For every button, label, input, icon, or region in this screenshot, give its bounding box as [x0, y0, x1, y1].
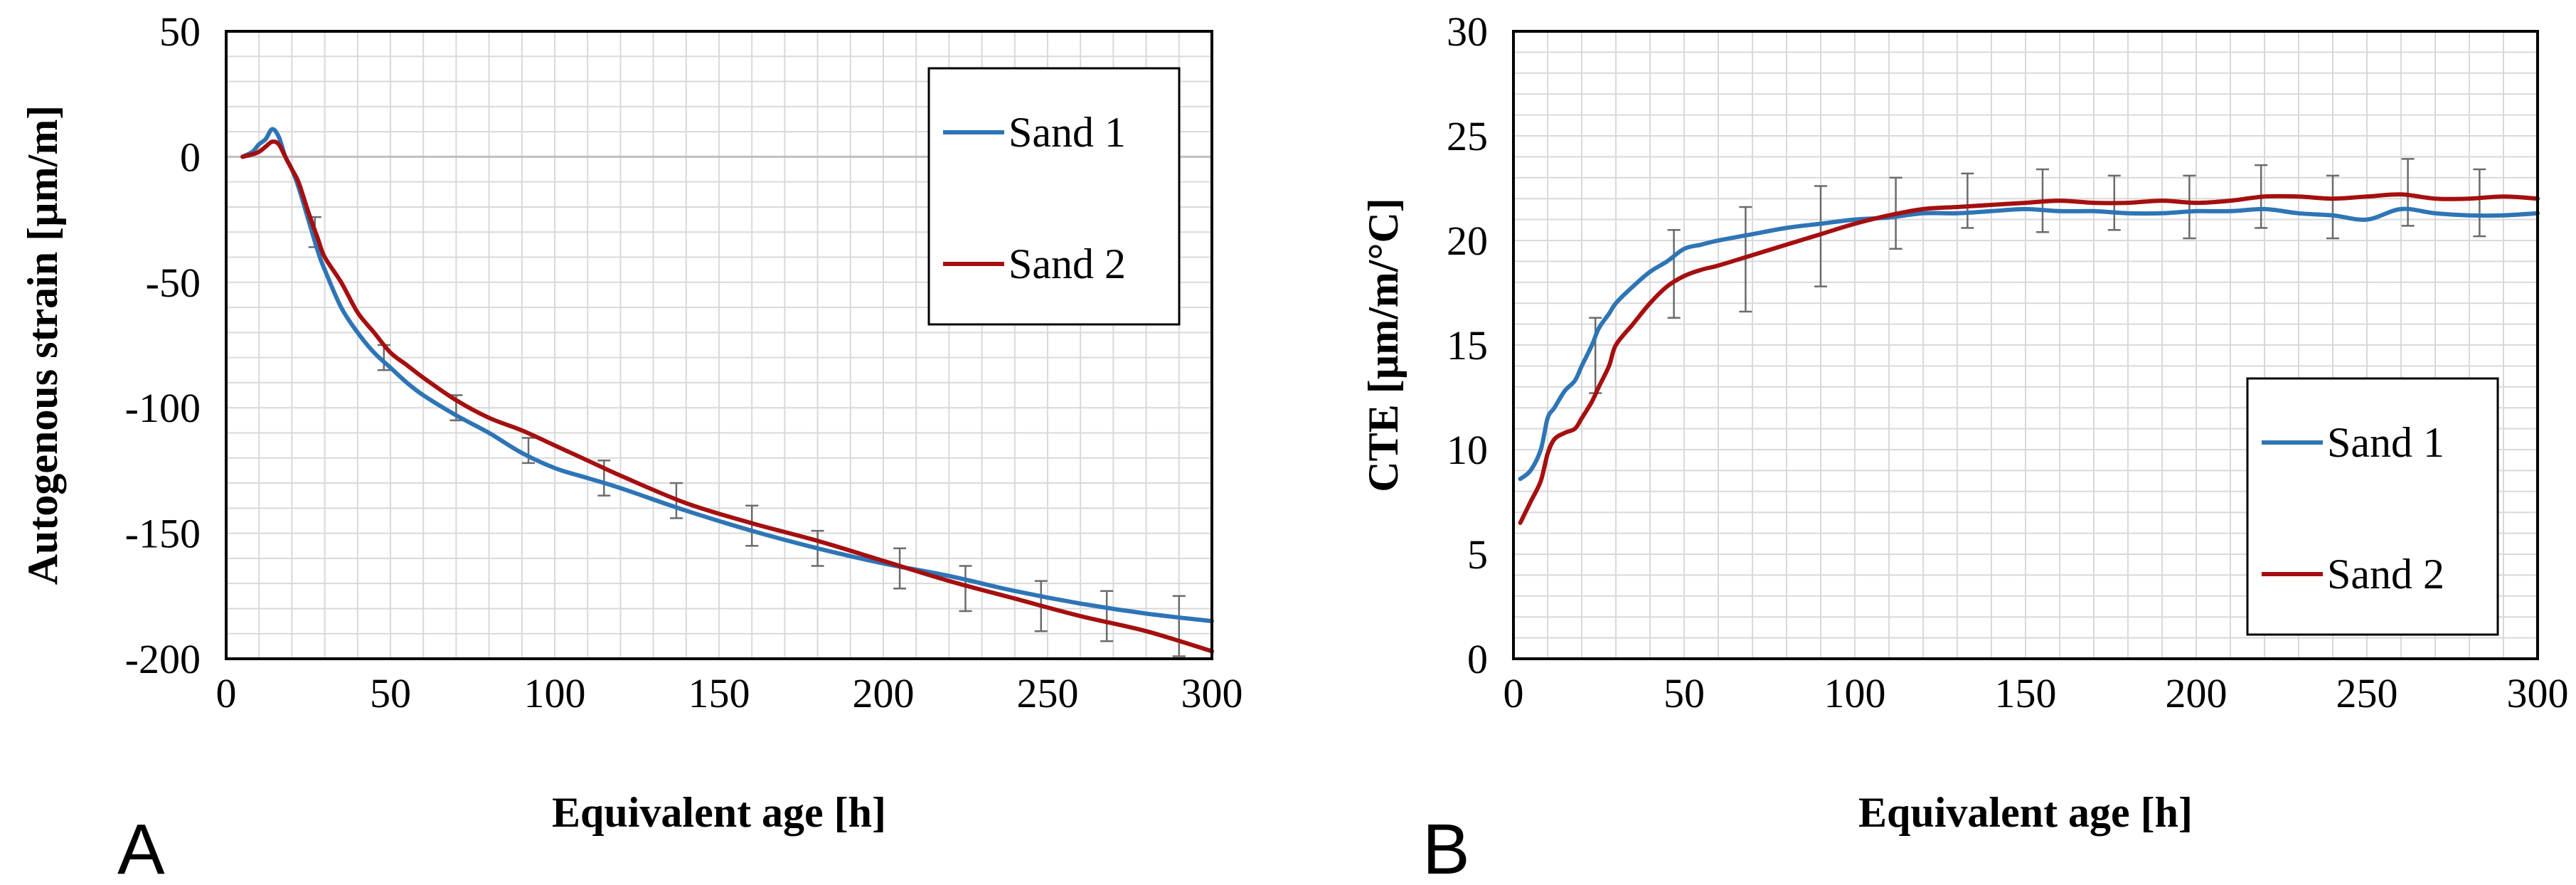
x-tick-label: 300 — [1181, 670, 1243, 716]
x-tick-label: 150 — [1995, 670, 2057, 716]
x-tick-label: 200 — [2166, 670, 2228, 716]
chart-panel-a: 0 50 100 150 200 250 300 50 0 -50 -100 -150 -200 Equi… — [19, 9, 1243, 885]
x-tick-label: 0 — [216, 670, 237, 716]
y-tick-label: 0 — [180, 134, 201, 180]
legend-label-sand-1: Sand 1 — [1008, 109, 1126, 156]
x-tick-label: 300 — [2507, 670, 2569, 716]
legend-b: Sand 1 Sand 2 — [2246, 377, 2499, 636]
legend-box — [927, 67, 1181, 326]
y-tick-label: -50 — [146, 260, 201, 306]
y-tick-label: 50 — [159, 9, 201, 55]
panel-letter-a: A — [117, 810, 165, 885]
y-tick-label: 5 — [1467, 531, 1488, 578]
y-tick-label: 15 — [1447, 322, 1488, 369]
y-tick-label: -100 — [125, 385, 201, 431]
legend-label-sand-2: Sand 2 — [1008, 240, 1126, 287]
plot-frame-a — [225, 30, 1213, 660]
legend-a: Sand 1 Sand 2 — [927, 67, 1181, 326]
x-tick-label: 200 — [853, 670, 915, 716]
y-axis-title-a: Autogenous strain [µm/m] — [19, 105, 66, 585]
legend-label-sand-2: Sand 2 — [2327, 551, 2444, 598]
y-tick-label: -200 — [125, 636, 201, 682]
series-line-sand-2-b — [1518, 192, 2540, 525]
y-tick-label: 20 — [1447, 218, 1488, 264]
panel-letter-b: B — [1422, 810, 1470, 885]
y-tick-label: 30 — [1447, 9, 1488, 55]
y-tick-label: 25 — [1447, 113, 1488, 159]
y-tick-label: 0 — [1467, 636, 1488, 682]
y-tick-label: 10 — [1447, 427, 1488, 473]
x-tick-label: 100 — [1824, 670, 1886, 716]
x-tick-label: 50 — [370, 670, 411, 716]
x-axis-title-b: Equivalent age [h] — [1858, 789, 2193, 836]
legend-box — [2246, 377, 2499, 636]
y-axis-title-b: CTE [µm/m/°C] — [1360, 198, 1407, 492]
x-tick-label: 250 — [1017, 670, 1079, 716]
series-line-sand-2-a — [240, 139, 1214, 654]
chart-panel-b: 0 50 100 150 200 250 300 0 5 10 15 20 25 30 Equivalent… — [1360, 9, 2569, 885]
x-tick-label: 250 — [2336, 670, 2398, 716]
x-axis-title-a: Equivalent age [h] — [552, 789, 886, 836]
y-tick-label: -150 — [125, 511, 201, 557]
series-line-sand-1-b — [1518, 206, 2540, 482]
plot-frame-b — [1512, 30, 2539, 660]
x-tick-label: 0 — [1503, 670, 1524, 716]
legend-label-sand-1: Sand 1 — [2327, 419, 2444, 466]
error-bars-b — [1589, 158, 2486, 394]
x-tick-label: 50 — [1664, 670, 1705, 716]
x-tick-label: 100 — [524, 670, 586, 716]
x-tick-label: 150 — [688, 670, 750, 716]
